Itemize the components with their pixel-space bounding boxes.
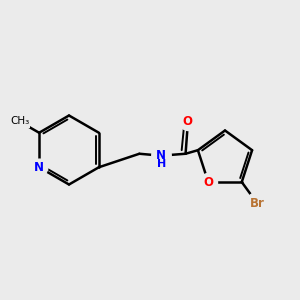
Text: O: O	[183, 115, 193, 128]
Text: N: N	[34, 161, 44, 174]
Text: O: O	[203, 176, 213, 189]
Text: Br: Br	[250, 197, 265, 210]
Text: H: H	[157, 159, 166, 169]
Text: N: N	[156, 149, 166, 162]
Text: CH₃: CH₃	[10, 116, 29, 127]
